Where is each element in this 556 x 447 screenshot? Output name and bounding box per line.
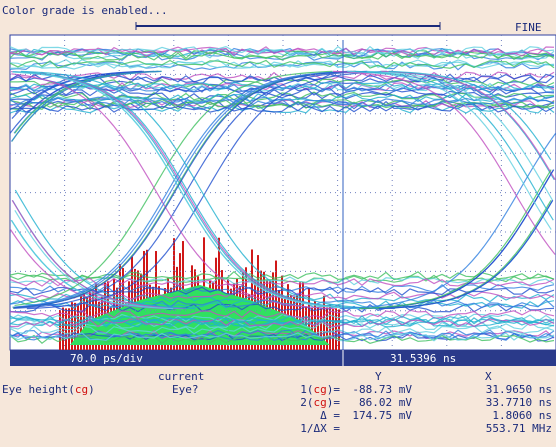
trace	[9, 299, 555, 309]
x-value: 553.71 MHz	[485, 422, 552, 435]
trace	[9, 320, 555, 331]
text: )=	[326, 383, 340, 396]
x-value: 33.7710 ns	[485, 396, 552, 409]
trace	[366, 70, 554, 201]
trace	[15, 70, 142, 113]
trace	[359, 169, 552, 310]
text: Eye height(	[2, 383, 75, 396]
status-bar	[10, 350, 556, 366]
tag: cg	[313, 383, 327, 396]
trace	[339, 132, 556, 310]
trace	[9, 332, 555, 342]
state-title: current	[158, 370, 205, 383]
y-value: 174.75 mV	[352, 409, 412, 422]
trace	[20, 70, 381, 310]
trace	[9, 286, 555, 296]
trace	[9, 83, 555, 93]
trace	[347, 70, 552, 230]
trace	[9, 97, 555, 107]
trace	[10, 229, 167, 310]
trace	[12, 71, 361, 310]
meas-label: Eye height(cg)	[2, 384, 95, 396]
trace	[10, 70, 162, 142]
state: Eye?	[172, 383, 199, 396]
trace	[378, 199, 554, 310]
text: 1(	[300, 383, 314, 396]
row-name: 2(cg)=	[300, 397, 340, 409]
trace	[13, 70, 356, 309]
x-value: 31.9650 ns	[485, 383, 552, 396]
text: Δ =	[320, 409, 340, 422]
x-value: 1.8060 ns	[492, 409, 552, 422]
trace	[9, 318, 555, 328]
text: )=	[326, 396, 340, 409]
trace	[9, 46, 555, 56]
position: 31.5396 ns	[390, 352, 457, 365]
trace	[388, 70, 552, 161]
trace	[9, 103, 555, 113]
mode-label: FINE	[515, 21, 542, 34]
trace	[381, 70, 556, 181]
trace	[26, 70, 387, 310]
text: )	[88, 383, 95, 396]
trace	[12, 70, 349, 308]
row-name: Δ =	[320, 410, 340, 422]
row-name: 1/ΔX =	[300, 423, 340, 435]
trace	[10, 219, 174, 310]
eye-traces	[9, 45, 556, 350]
trace	[14, 189, 196, 310]
text: 2(	[300, 396, 314, 409]
trace	[9, 325, 555, 335]
trace	[9, 329, 555, 339]
col-x: X	[485, 370, 492, 383]
trace	[9, 45, 555, 56]
tag: cg	[74, 383, 89, 396]
trace	[9, 332, 555, 342]
status-text: Color grade is enabled...	[2, 4, 168, 17]
trace	[9, 276, 555, 286]
trace	[9, 316, 555, 326]
graticule	[10, 35, 556, 350]
row-name: 1(cg)=	[300, 384, 340, 396]
timebase: 70.0 ps/div	[70, 352, 143, 365]
trace	[9, 315, 555, 325]
green-area	[70, 285, 330, 345]
trace	[9, 309, 555, 319]
text: 1/ΔX =	[300, 422, 340, 435]
trace	[355, 70, 554, 221]
trace	[9, 61, 555, 71]
tag: cg	[313, 396, 327, 409]
trace	[9, 59, 555, 69]
y-value: 86.02 mV	[359, 396, 412, 409]
trace	[9, 49, 555, 60]
trace	[9, 58, 555, 69]
trace	[15, 70, 352, 308]
trace	[13, 70, 368, 309]
y-value: -88.73 mV	[352, 383, 412, 396]
trace	[9, 270, 555, 281]
trace	[12, 71, 368, 310]
trace	[9, 93, 555, 103]
col-y: Y	[375, 370, 382, 383]
trace	[11, 199, 187, 310]
